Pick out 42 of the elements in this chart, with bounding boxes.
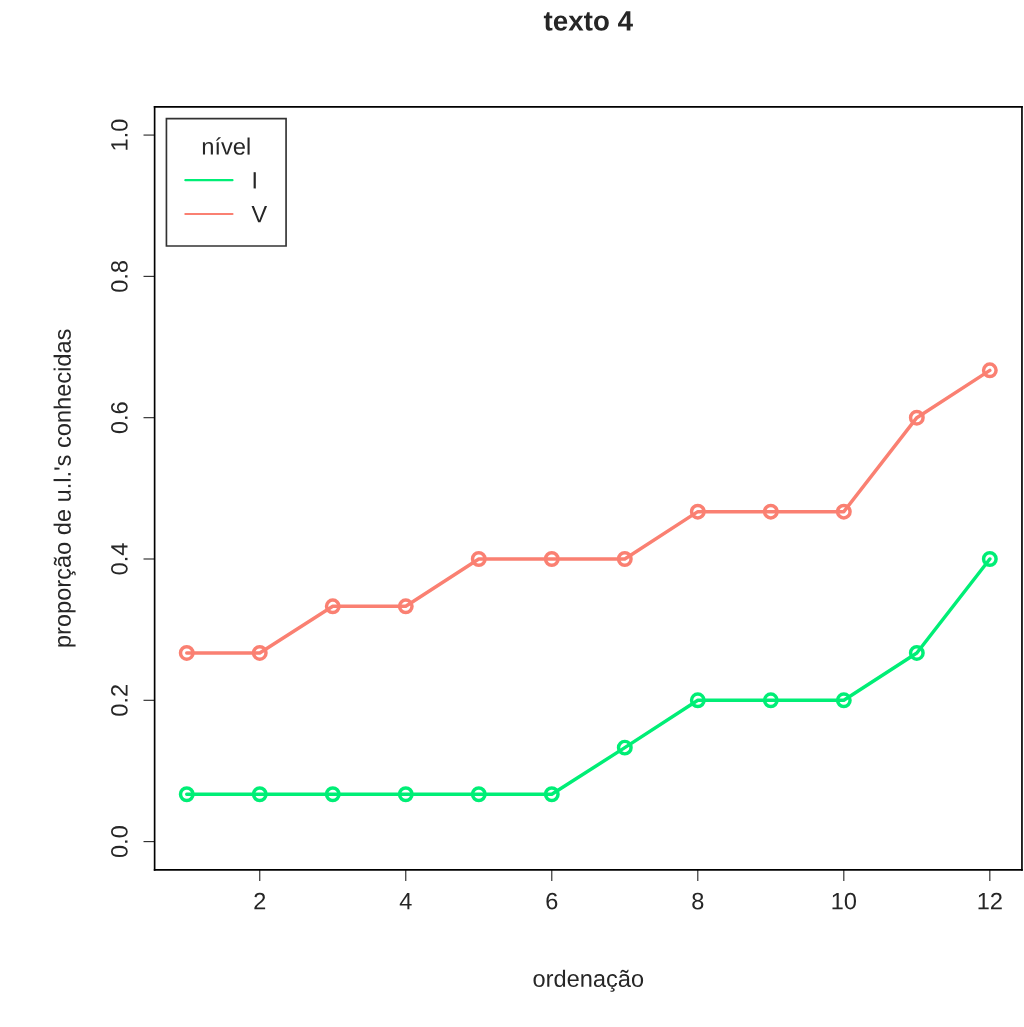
point [908, 644, 925, 661]
y-axis-title: proporção de u.l.'s conhecidas [53, 329, 76, 647]
x-tick-label: 12 [978, 892, 1002, 910]
chart-title: texto 4 [543, 11, 633, 31]
y-tick-label: 1.0 [111, 119, 128, 150]
y-tick-label: 0.2 [111, 685, 128, 716]
x-tick-label: 2 [254, 892, 266, 910]
y-tick-label: 0.6 [111, 402, 128, 434]
x-axis-title: ordenação [533, 969, 644, 992]
legend-label: V [251, 206, 268, 223]
legend-title: nível [202, 137, 250, 155]
point [762, 503, 779, 520]
point [981, 362, 998, 379]
x-tick-label: 8 [692, 892, 704, 910]
point [689, 692, 706, 709]
legend-label: I [253, 172, 256, 189]
point [397, 598, 414, 615]
x-tick-label: 10 [832, 892, 857, 910]
point [324, 598, 341, 615]
point [689, 503, 706, 520]
point [762, 692, 779, 709]
point [981, 551, 998, 567]
y-tick-label: 0.0 [111, 826, 128, 858]
point [178, 786, 195, 803]
point [470, 551, 487, 567]
point [397, 786, 414, 803]
point [251, 786, 268, 803]
x-tick-label: 6 [546, 892, 558, 910]
point [543, 551, 560, 567]
point [835, 503, 852, 520]
point [616, 739, 633, 756]
y-tick-label: 0.4 [111, 543, 128, 575]
point [835, 692, 852, 709]
point [178, 644, 195, 661]
point [616, 551, 633, 567]
point [324, 786, 341, 803]
point [470, 786, 487, 803]
point [543, 786, 560, 803]
point [908, 409, 925, 426]
y-tick-label: 0.8 [111, 260, 128, 292]
point [251, 644, 268, 661]
x-tick-label: 4 [399, 892, 412, 910]
